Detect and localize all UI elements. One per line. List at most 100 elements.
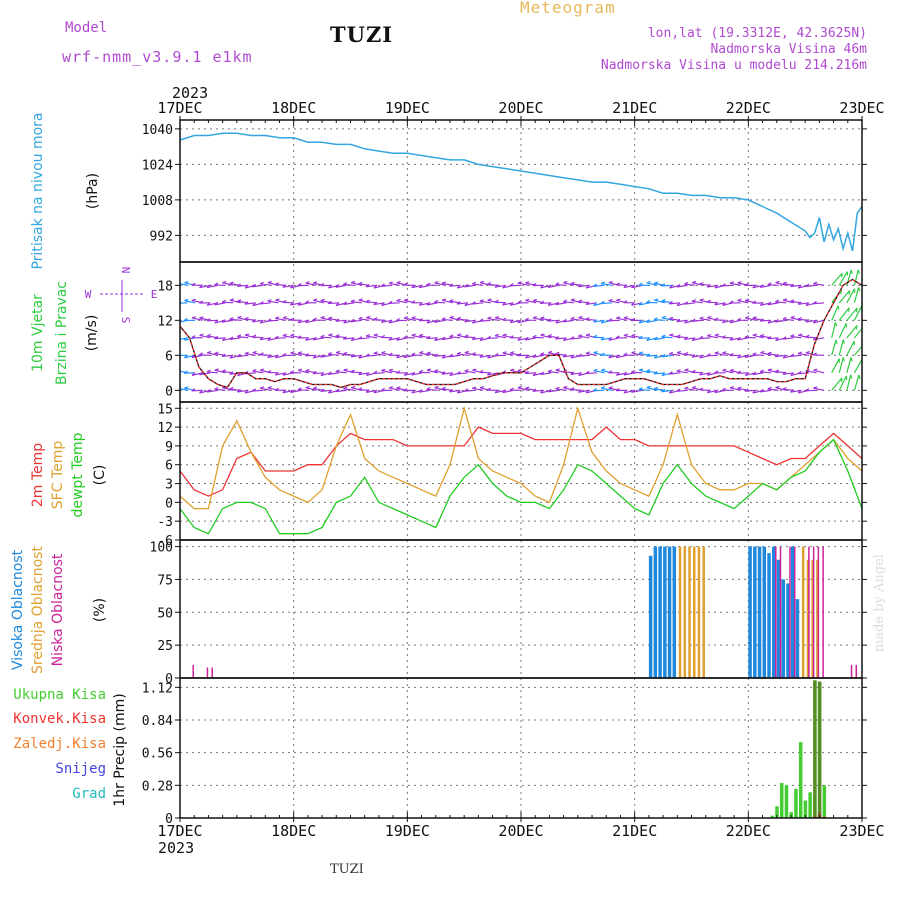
wind-arrow (320, 389, 332, 393)
precip-tick-label: 0.28 (142, 779, 173, 794)
cloud-bar-2 (789, 546, 791, 678)
wind-arrow-head (169, 336, 172, 338)
wind-arrow (547, 371, 559, 374)
wind-arrow-head (381, 368, 386, 372)
wind-arrow (623, 372, 635, 376)
wind-arrow-head (562, 353, 567, 358)
wind-arrow-head (380, 319, 385, 323)
wind-arrow-head (244, 301, 249, 305)
pressure-tick-label: 992 (150, 229, 173, 244)
wind-arrow-head (221, 299, 226, 303)
wind-arrow (838, 357, 844, 373)
cloud-tick-label: 75 (157, 573, 173, 588)
wind-arrow-head (653, 281, 659, 284)
wind-arrow (259, 337, 272, 341)
wind-arrow (760, 389, 772, 393)
wind-arrow-head (615, 372, 620, 376)
wind-arrow (214, 337, 226, 340)
wind-arrow-head (191, 388, 196, 392)
wind-arrow-head (290, 284, 294, 289)
wind-arrow (570, 318, 582, 321)
wind-arrow (449, 317, 461, 321)
wind-arrow-head (297, 351, 303, 354)
temp-line-1 (179, 405, 863, 510)
wind-arrow-head (684, 336, 688, 340)
wind-arrow-head (199, 316, 204, 319)
wind-arrow-head (434, 337, 438, 341)
wind-arrow (699, 337, 711, 340)
wind-arrow (714, 302, 726, 306)
wind-arrow-head (646, 385, 651, 389)
wind-arrow-head (335, 388, 340, 393)
wind-arrow-head (782, 298, 788, 301)
wind-arrow-head (214, 351, 219, 355)
wind-arrow (290, 352, 302, 356)
wind-arrow (631, 352, 643, 356)
wind-arrow-head (855, 307, 858, 313)
wind-arrow-head (638, 351, 643, 354)
wind-arrow-head (259, 281, 264, 285)
wind-arrow (381, 336, 393, 339)
wind-arrow-head (313, 298, 318, 301)
wind-arrow-head (199, 389, 203, 394)
wind-arrow-head (525, 354, 529, 359)
wind-arrow-head (403, 316, 409, 319)
wind-arrow-head (555, 351, 560, 355)
wind-arrow (199, 354, 211, 356)
wind-arrow (282, 335, 294, 339)
temp-unit: (C) (92, 465, 108, 486)
wind-arrow-head (426, 301, 431, 306)
pressure-label: Pritisak na nivou mora (30, 112, 46, 269)
wind-arrow (813, 337, 825, 341)
cloud-bar-2 (817, 546, 820, 678)
temp-line-2 (179, 438, 863, 535)
cloud-bar-2 (779, 546, 782, 678)
precip-tick-label: 0 (165, 812, 173, 827)
wind-arrow (335, 370, 347, 374)
wind-arrow (456, 353, 469, 356)
wind-arrow (861, 336, 862, 338)
wind-arrow-head (774, 353, 779, 358)
wind-arrow-head (267, 299, 272, 302)
wind-arrow-head (745, 316, 750, 319)
cloud-bar-2 (822, 546, 824, 678)
cloud-label-1: Visoka Oblacnost (10, 549, 26, 670)
wind-arrow-head (419, 350, 424, 354)
wind-arrow (563, 282, 575, 286)
wind-arrow-head (722, 302, 726, 306)
wind-arrow (388, 282, 400, 286)
wind-arrow-head (805, 350, 810, 354)
wind-arrow-head (774, 318, 779, 323)
wind-arrow-head (403, 372, 408, 376)
wind-arrow (831, 377, 843, 391)
wind-arrow-head (547, 369, 552, 373)
wind-arrow-head (184, 386, 189, 389)
wind-arrow-head (562, 337, 567, 341)
wind-arrow-head (699, 281, 704, 285)
wind-arrow-head (797, 284, 802, 289)
wind-arrow (487, 317, 499, 321)
wind-arrow-head (555, 282, 560, 286)
wind-arrow (578, 335, 590, 339)
wind-arrow-head (320, 372, 325, 376)
wind-arrow-head (328, 316, 333, 320)
wind-arrow-head (691, 299, 696, 302)
wind-arrow-head (494, 389, 499, 394)
wind-arrow-head (403, 335, 408, 339)
wind-arrow-head (289, 370, 295, 374)
wind-arrow-head (782, 281, 787, 285)
x-label-bottom: 23DEC (839, 822, 884, 840)
wind-arrow-head (236, 388, 241, 393)
cloud-bar-2 (808, 546, 810, 678)
wind-arrow (449, 389, 461, 393)
wind-arrow (206, 284, 219, 289)
wind-arrow-head (494, 299, 499, 303)
wind-arrow-head (373, 284, 378, 289)
wind-arrow (404, 317, 416, 321)
wind-arrow (760, 352, 772, 356)
wind-arrow-head (699, 387, 704, 391)
wind-arrow-head (547, 388, 552, 393)
wind-arrow-head (548, 350, 553, 354)
cloud-tick-label: 50 (157, 606, 173, 621)
wind-arrow (752, 353, 764, 356)
